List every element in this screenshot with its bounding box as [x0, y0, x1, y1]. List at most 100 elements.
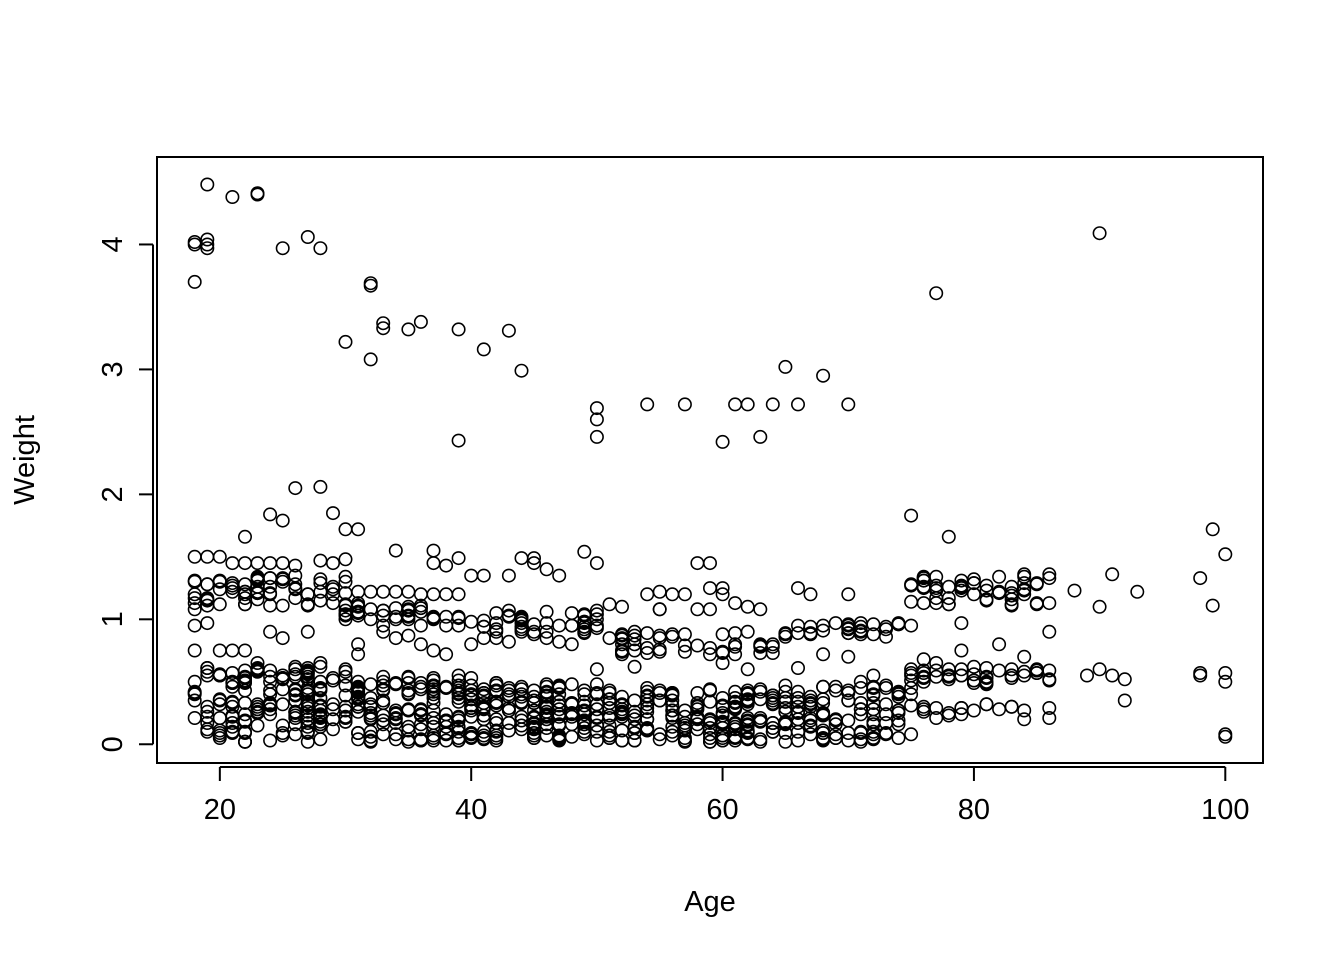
data-point [577, 707, 592, 722]
data-point [728, 695, 743, 710]
data-point [904, 665, 919, 680]
data-point [250, 655, 265, 670]
data-point [250, 705, 265, 720]
data-point [413, 601, 428, 616]
data-point [677, 730, 692, 745]
data-point [300, 624, 315, 639]
data-point [313, 708, 328, 723]
data-point [627, 693, 642, 708]
y-tick-label: 0 [97, 736, 129, 752]
data-point [1218, 547, 1233, 562]
data-point [388, 715, 403, 730]
data-point [589, 718, 604, 733]
data-point [288, 710, 303, 725]
data-point [552, 709, 567, 724]
data-point [426, 710, 441, 725]
data-point [878, 629, 893, 644]
data-point [966, 587, 981, 602]
data-point [677, 644, 692, 659]
data-point [702, 556, 717, 571]
data-point [401, 322, 416, 337]
data-point [929, 655, 944, 670]
data-point [841, 649, 856, 664]
data-point [552, 729, 567, 744]
data-point [1105, 668, 1120, 683]
data-point [376, 678, 391, 693]
data-point [288, 704, 303, 719]
data-point [212, 723, 227, 738]
data-point [238, 597, 253, 612]
data-point [225, 190, 240, 205]
data-point [816, 723, 831, 738]
data-point [250, 186, 265, 201]
data-point [828, 727, 843, 742]
data-point [464, 678, 479, 693]
data-point [426, 643, 441, 658]
data-point [476, 728, 491, 743]
data-point [238, 529, 253, 544]
data-point [338, 669, 353, 684]
data-point [702, 602, 717, 617]
data-point [589, 412, 604, 427]
data-point [853, 702, 868, 717]
data-point [652, 693, 667, 708]
data-point [790, 733, 805, 748]
data-point [577, 683, 592, 698]
data-point [275, 598, 290, 613]
data-point [803, 587, 818, 602]
data-point [740, 662, 755, 677]
data-point [187, 693, 202, 708]
points-layer [187, 177, 1233, 749]
y-tick-label: 3 [97, 361, 129, 377]
data-point [778, 629, 793, 644]
data-point [300, 672, 315, 687]
data-point [841, 713, 856, 728]
data-point [765, 715, 780, 730]
data-point [351, 682, 366, 697]
data-point [979, 592, 994, 607]
data-point [589, 621, 604, 636]
data-point [564, 618, 579, 633]
data-point [640, 704, 655, 719]
data-point [275, 631, 290, 646]
data-point [979, 674, 994, 689]
data-point [904, 727, 919, 742]
data-point [464, 568, 479, 583]
data-point [526, 556, 541, 571]
data-point [1193, 571, 1208, 586]
data-point [577, 614, 592, 629]
data-point [916, 704, 931, 719]
data-point [539, 631, 554, 646]
data-point [200, 577, 215, 592]
data-point [841, 693, 856, 708]
data-point [790, 660, 805, 675]
data-point [187, 573, 202, 588]
data-point [187, 602, 202, 617]
data-point [652, 602, 667, 617]
data-point [627, 624, 642, 639]
data-point [677, 397, 692, 412]
data-point [954, 700, 969, 715]
data-point [853, 674, 868, 689]
data-point [690, 698, 705, 713]
data-point [728, 702, 743, 717]
data-point [966, 572, 981, 587]
data-point [313, 655, 328, 670]
data-point [300, 697, 315, 712]
data-point [200, 704, 215, 719]
data-point [351, 584, 366, 599]
data-point [263, 733, 278, 748]
data-point [539, 604, 554, 619]
data-point [1029, 577, 1044, 592]
data-point [878, 619, 893, 634]
data-point [702, 694, 717, 709]
data-point [300, 230, 315, 245]
x-tick-label: 60 [706, 794, 738, 826]
data-point [225, 675, 240, 690]
y-axis-label: Weight [9, 415, 41, 505]
data-point [212, 582, 227, 597]
data-point [200, 241, 215, 256]
data-point [1004, 592, 1019, 607]
data-point [288, 688, 303, 703]
data-point [665, 708, 680, 723]
